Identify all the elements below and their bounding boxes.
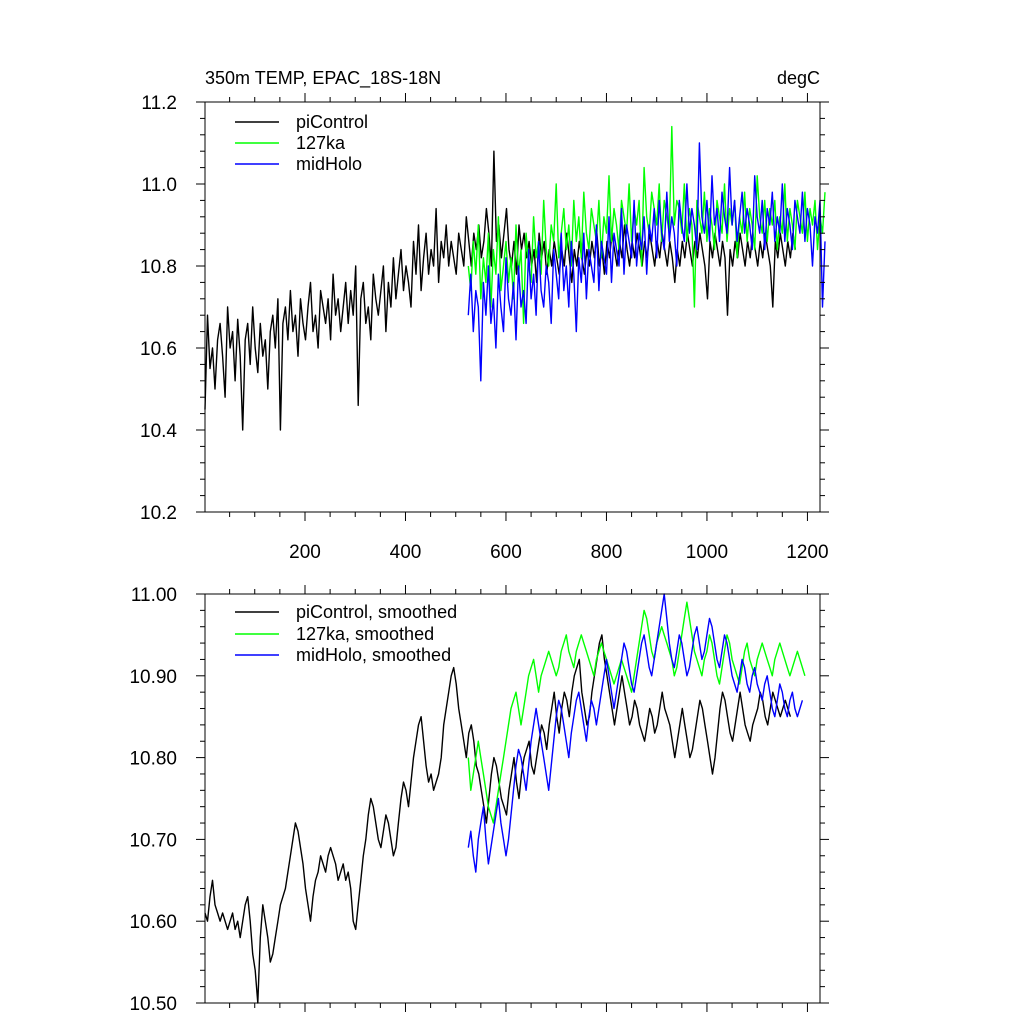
- legend-label-picontrol: piControl: [296, 112, 368, 132]
- legend-label-picontrol-smoothed: piControl, smoothed: [296, 602, 457, 622]
- top-ytick-label: 10.4: [140, 421, 177, 442]
- bottom-plot-frame: [204, 593, 821, 1004]
- bottom-series-127ka-smoothed: [467, 601, 806, 824]
- top-chart: 10.2 10.4 10.6 10.8 11.0 11.2 200 400 600 800 1000…: [140, 93, 829, 563]
- top-ytick-label: 11.2: [141, 93, 177, 114]
- top-series-picontrol: [204, 150, 797, 431]
- top-ytick-label: 10.6: [140, 339, 177, 360]
- top-chart-title: 350m TEMP, EPAC_18S-18N: [205, 68, 441, 89]
- bottom-ytick-label: 10.60: [129, 912, 177, 933]
- top-xtick-label: 1200: [786, 542, 828, 563]
- bottom-ytick-label: 10.50: [129, 994, 177, 1015]
- top-series-midholo: [467, 142, 826, 382]
- bottom-ytick-label: 10.90: [129, 667, 177, 688]
- top-xtick-label: 800: [591, 542, 623, 563]
- legend-label-127ka: 127ka: [296, 133, 346, 153]
- top-ytick-label: 11.0: [141, 175, 177, 196]
- top-ytick-label: 10.2: [140, 503, 177, 524]
- top-ytick-label: 10.8: [140, 257, 177, 278]
- top-chart-units: degC: [777, 68, 820, 88]
- legend-label-127ka-smoothed: 127ka, smoothed: [296, 624, 434, 644]
- bottom-ytick-label: 11.00: [131, 585, 177, 606]
- top-xtick-label: 1000: [686, 542, 728, 563]
- bottom-ytick-label: 10.80: [129, 749, 177, 770]
- bottom-series-midholo-smoothed: [467, 593, 804, 873]
- top-xtick-label: 200: [289, 542, 321, 563]
- bottom-chart: 10.50 10.60 10.70 10.80 10.90 11.00: [129, 585, 829, 1015]
- legend-label-midholo: midHolo: [296, 154, 362, 174]
- top-xtick-label: 600: [490, 542, 522, 563]
- legend-label-midholo-smoothed: midHolo, smoothed: [296, 645, 451, 665]
- top-xtick-label: 400: [390, 542, 422, 563]
- bottom-ytick-label: 10.70: [129, 830, 177, 851]
- bottom-series-picontrol-smoothed: [204, 634, 792, 1004]
- top-plot-frame: [204, 101, 821, 513]
